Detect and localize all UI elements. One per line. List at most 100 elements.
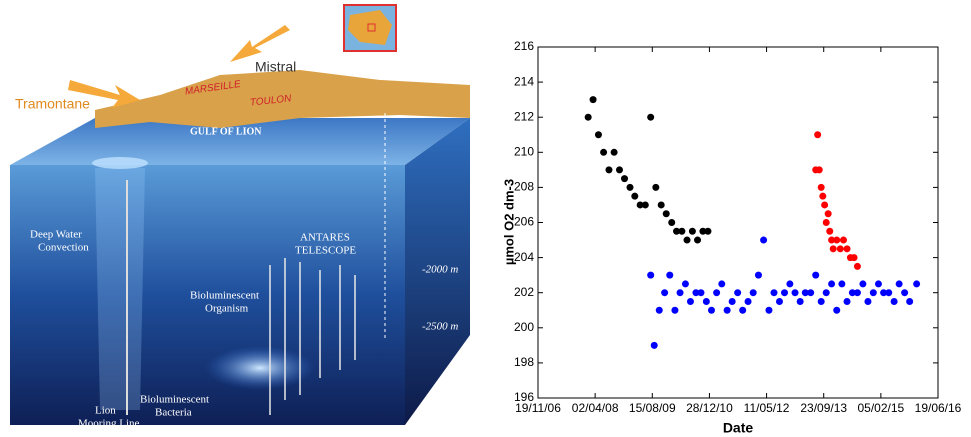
- point: [840, 237, 847, 244]
- point: [823, 289, 830, 296]
- point: [786, 280, 793, 287]
- x-axis-label: Date: [723, 420, 754, 436]
- point: [729, 298, 736, 305]
- point: [647, 272, 654, 279]
- wind-label: Mistral: [255, 59, 296, 75]
- point: [627, 184, 634, 191]
- y-tick-label: 210: [514, 144, 534, 158]
- point: [671, 307, 678, 314]
- point: [611, 149, 618, 156]
- diagram-label: Convection: [38, 242, 89, 254]
- diagram-label: Deep Water: [30, 229, 82, 241]
- diagram-label: Lion: [95, 405, 116, 417]
- y-tick-label: 206: [514, 215, 534, 229]
- point: [870, 289, 877, 296]
- point: [718, 280, 725, 287]
- point: [830, 245, 837, 252]
- diagram-label: Organism: [205, 303, 249, 315]
- point: [896, 280, 903, 287]
- point: [694, 237, 701, 244]
- point: [750, 289, 757, 296]
- point: [776, 298, 783, 305]
- convection-zone: [92, 157, 148, 169]
- y-tick-label: 216: [514, 39, 534, 53]
- point: [666, 272, 673, 279]
- point: [844, 298, 851, 305]
- point: [771, 289, 778, 296]
- point: [760, 237, 767, 244]
- y-tick-label: 208: [514, 180, 534, 194]
- diagram-label: Mooring Line: [78, 418, 140, 430]
- point: [668, 219, 675, 226]
- point: [828, 280, 835, 287]
- point: [677, 289, 684, 296]
- point: [859, 280, 866, 287]
- x-tick-label: 15/08/09: [629, 401, 676, 415]
- point: [851, 254, 858, 261]
- point: [844, 245, 851, 252]
- point: [689, 228, 696, 235]
- chart: Date µmol O2 dm-3 1961982002022042062082…: [501, 39, 961, 436]
- diagram-label: ANTARES: [300, 232, 350, 244]
- point: [864, 298, 871, 305]
- point: [595, 131, 602, 138]
- page: Tramontane Mistral MARSEILLE TOULON GULF…: [0, 0, 971, 437]
- point: [621, 175, 628, 182]
- diagram-label: Bioluminescent: [140, 394, 209, 406]
- x-tick-label: 02/04/08: [572, 401, 619, 415]
- point: [652, 184, 659, 191]
- point: [825, 210, 832, 217]
- point: [885, 289, 892, 296]
- convection-column: [95, 168, 145, 410]
- y-tick-label: 200: [514, 320, 534, 334]
- x-tick-label: 19/11/06: [515, 401, 561, 415]
- point: [818, 184, 825, 191]
- diagram-label: Bacteria: [155, 407, 192, 419]
- figure: Tramontane Mistral MARSEILLE TOULON GULF…: [0, 0, 971, 437]
- diagram: Tramontane Mistral MARSEILLE TOULON GULF…: [10, 5, 470, 430]
- point: [826, 228, 833, 235]
- point: [703, 298, 710, 305]
- point: [724, 307, 731, 314]
- point: [755, 272, 762, 279]
- point: [678, 228, 685, 235]
- point: [891, 298, 898, 305]
- point: [823, 219, 830, 226]
- y-tick-label: 202: [514, 285, 534, 299]
- point: [819, 193, 826, 200]
- point: [682, 280, 689, 287]
- point: [854, 263, 861, 270]
- point: [837, 245, 844, 252]
- point: [631, 193, 638, 200]
- point: [901, 289, 908, 296]
- point: [704, 228, 711, 235]
- point: [616, 166, 623, 173]
- x-tick-label: 11/05/12: [744, 401, 790, 415]
- point: [797, 298, 804, 305]
- point: [663, 210, 670, 217]
- diagram-label: Bioluminescent: [190, 290, 259, 302]
- point: [600, 149, 607, 156]
- point: [713, 289, 720, 296]
- wind-label: Tramontane: [15, 96, 90, 112]
- x-tick-label: 05/02/15: [857, 401, 904, 415]
- point: [605, 166, 612, 173]
- plot-frame: [538, 47, 938, 398]
- point: [854, 289, 861, 296]
- point: [642, 201, 649, 208]
- point: [647, 114, 654, 121]
- point: [765, 307, 772, 314]
- point: [590, 96, 597, 103]
- point: [816, 166, 823, 173]
- point: [814, 131, 821, 138]
- point: [739, 307, 746, 314]
- depth-label: -2500 m: [422, 321, 458, 333]
- point: [833, 307, 840, 314]
- point: [781, 289, 788, 296]
- y-tick-label: 198: [514, 355, 534, 369]
- diagram-label: TELESCOPE: [295, 245, 356, 257]
- y-tick-label: 212: [514, 109, 534, 123]
- bacteria-glow: [205, 346, 315, 390]
- point: [818, 298, 825, 305]
- x-tick-label: 23/09/13: [800, 401, 847, 415]
